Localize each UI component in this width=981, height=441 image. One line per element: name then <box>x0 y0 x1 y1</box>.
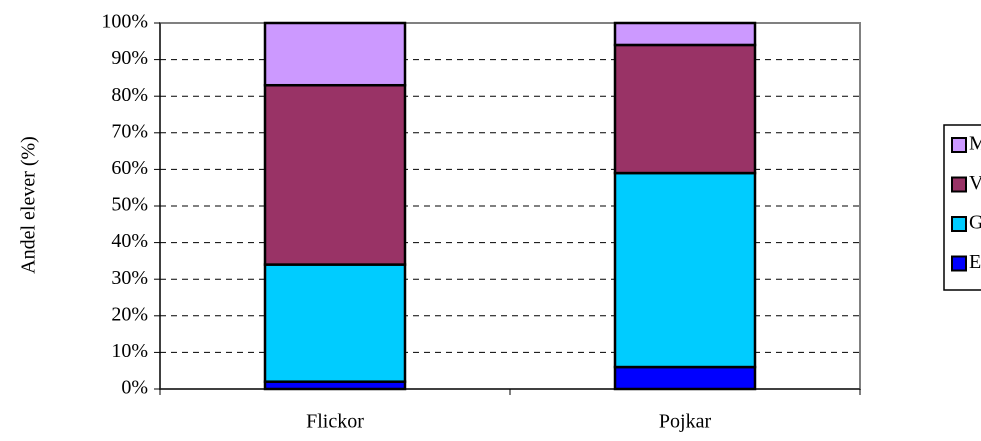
bar-segment <box>263 83 407 266</box>
legend-swatch <box>951 137 967 153</box>
legend-swatch <box>951 216 967 232</box>
y-tick-label: 0% <box>121 377 148 399</box>
bar-segment <box>613 171 757 369</box>
x-tick-label: Pojkar <box>659 411 712 433</box>
y-tick-label: 40% <box>111 230 148 252</box>
legend-swatch <box>951 176 967 193</box>
bar-segment <box>263 263 407 383</box>
bar-segment <box>613 21 757 47</box>
y-tick-label: 20% <box>111 303 148 325</box>
y-tick-label: 60% <box>111 157 148 179</box>
x-tick-label: Flickor <box>306 411 364 433</box>
legend-label: MVG <box>969 133 981 155</box>
y-axis-label: Andel elever (%) <box>18 136 40 274</box>
bar-segment <box>613 43 757 175</box>
y-tick-label: 90% <box>111 47 148 69</box>
y-tick-label: 70% <box>111 120 148 142</box>
y-tick-label: 100% <box>101 11 148 33</box>
y-tick-label: 80% <box>111 84 148 106</box>
legend-label: G <box>969 212 981 234</box>
legend-label: VG <box>969 172 981 194</box>
y-tick-label: 50% <box>111 194 148 216</box>
y-tick-label: 10% <box>111 340 148 362</box>
legend-swatch <box>951 255 967 272</box>
legend-label: EUM <box>969 251 981 273</box>
y-tick-label: 30% <box>111 267 148 289</box>
bar-segment <box>613 365 757 391</box>
bar-segment <box>263 21 407 87</box>
